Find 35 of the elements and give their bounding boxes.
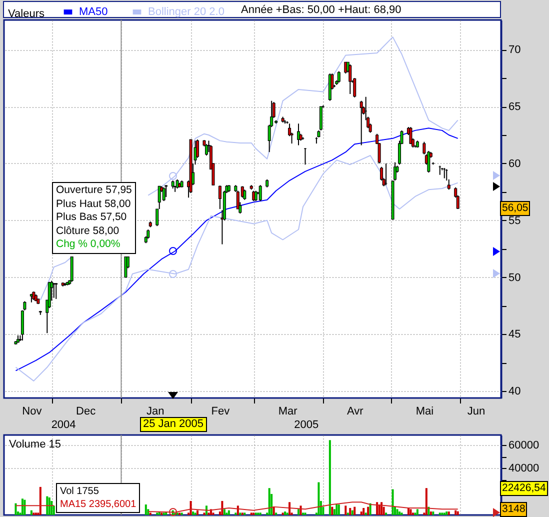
y-tick-label: 55 (508, 214, 521, 227)
annotation: Clôture 58,00 (56, 224, 120, 238)
text: 22426,54 (500, 481, 548, 496)
annotation: Plus Haut 58,00 (56, 198, 132, 212)
y-tick-label: 40000 (508, 462, 540, 475)
y-tick-label: 60000 (508, 439, 540, 452)
annotation: Vol 1755 (60, 485, 100, 498)
text: Année +Bas: 50,00 +Haut: 68,90 (241, 4, 402, 17)
x-tick-label: Avr (346, 406, 364, 418)
legend-label: Bollinger 20 2.0 (148, 6, 224, 18)
legend-label: MA50 (79, 6, 108, 18)
y-tick-label: 60 (508, 158, 521, 170)
x-tick-label: Mai (416, 406, 434, 418)
x-tick-label: Mar (278, 406, 298, 418)
annotation: Plus Bas 57,50 (56, 211, 128, 225)
x-tick-label: Jun (467, 406, 486, 418)
y-tick-label: 70 (508, 44, 521, 56)
annotation: Ouverture 57,95 (56, 184, 132, 198)
x2-tick-label: 2005 (294, 419, 319, 431)
y-tick-label: 40 (508, 386, 521, 398)
x-tick-label: Fev (211, 406, 230, 418)
x-tick-label: Dec (76, 406, 96, 418)
y-tick-label: 45 (508, 328, 521, 341)
x-tick-label: Nov (22, 406, 42, 418)
y-tick-label: 65 (508, 101, 521, 114)
x-tick-label: Jan (146, 406, 164, 418)
chart-title: Volume 15 (9, 438, 61, 450)
text: 25 Jan 2005 (140, 417, 207, 432)
legend-title: Valeurs (8, 8, 45, 20)
x2-tick-label: 2004 (51, 419, 76, 431)
annotation: MA15 2395,6001 (60, 498, 136, 511)
annotation: Chg % 0,00% (56, 238, 122, 252)
y-tick-label: 50 (508, 272, 521, 284)
text: 56,05 (500, 201, 530, 216)
text: 3148 (500, 502, 528, 517)
